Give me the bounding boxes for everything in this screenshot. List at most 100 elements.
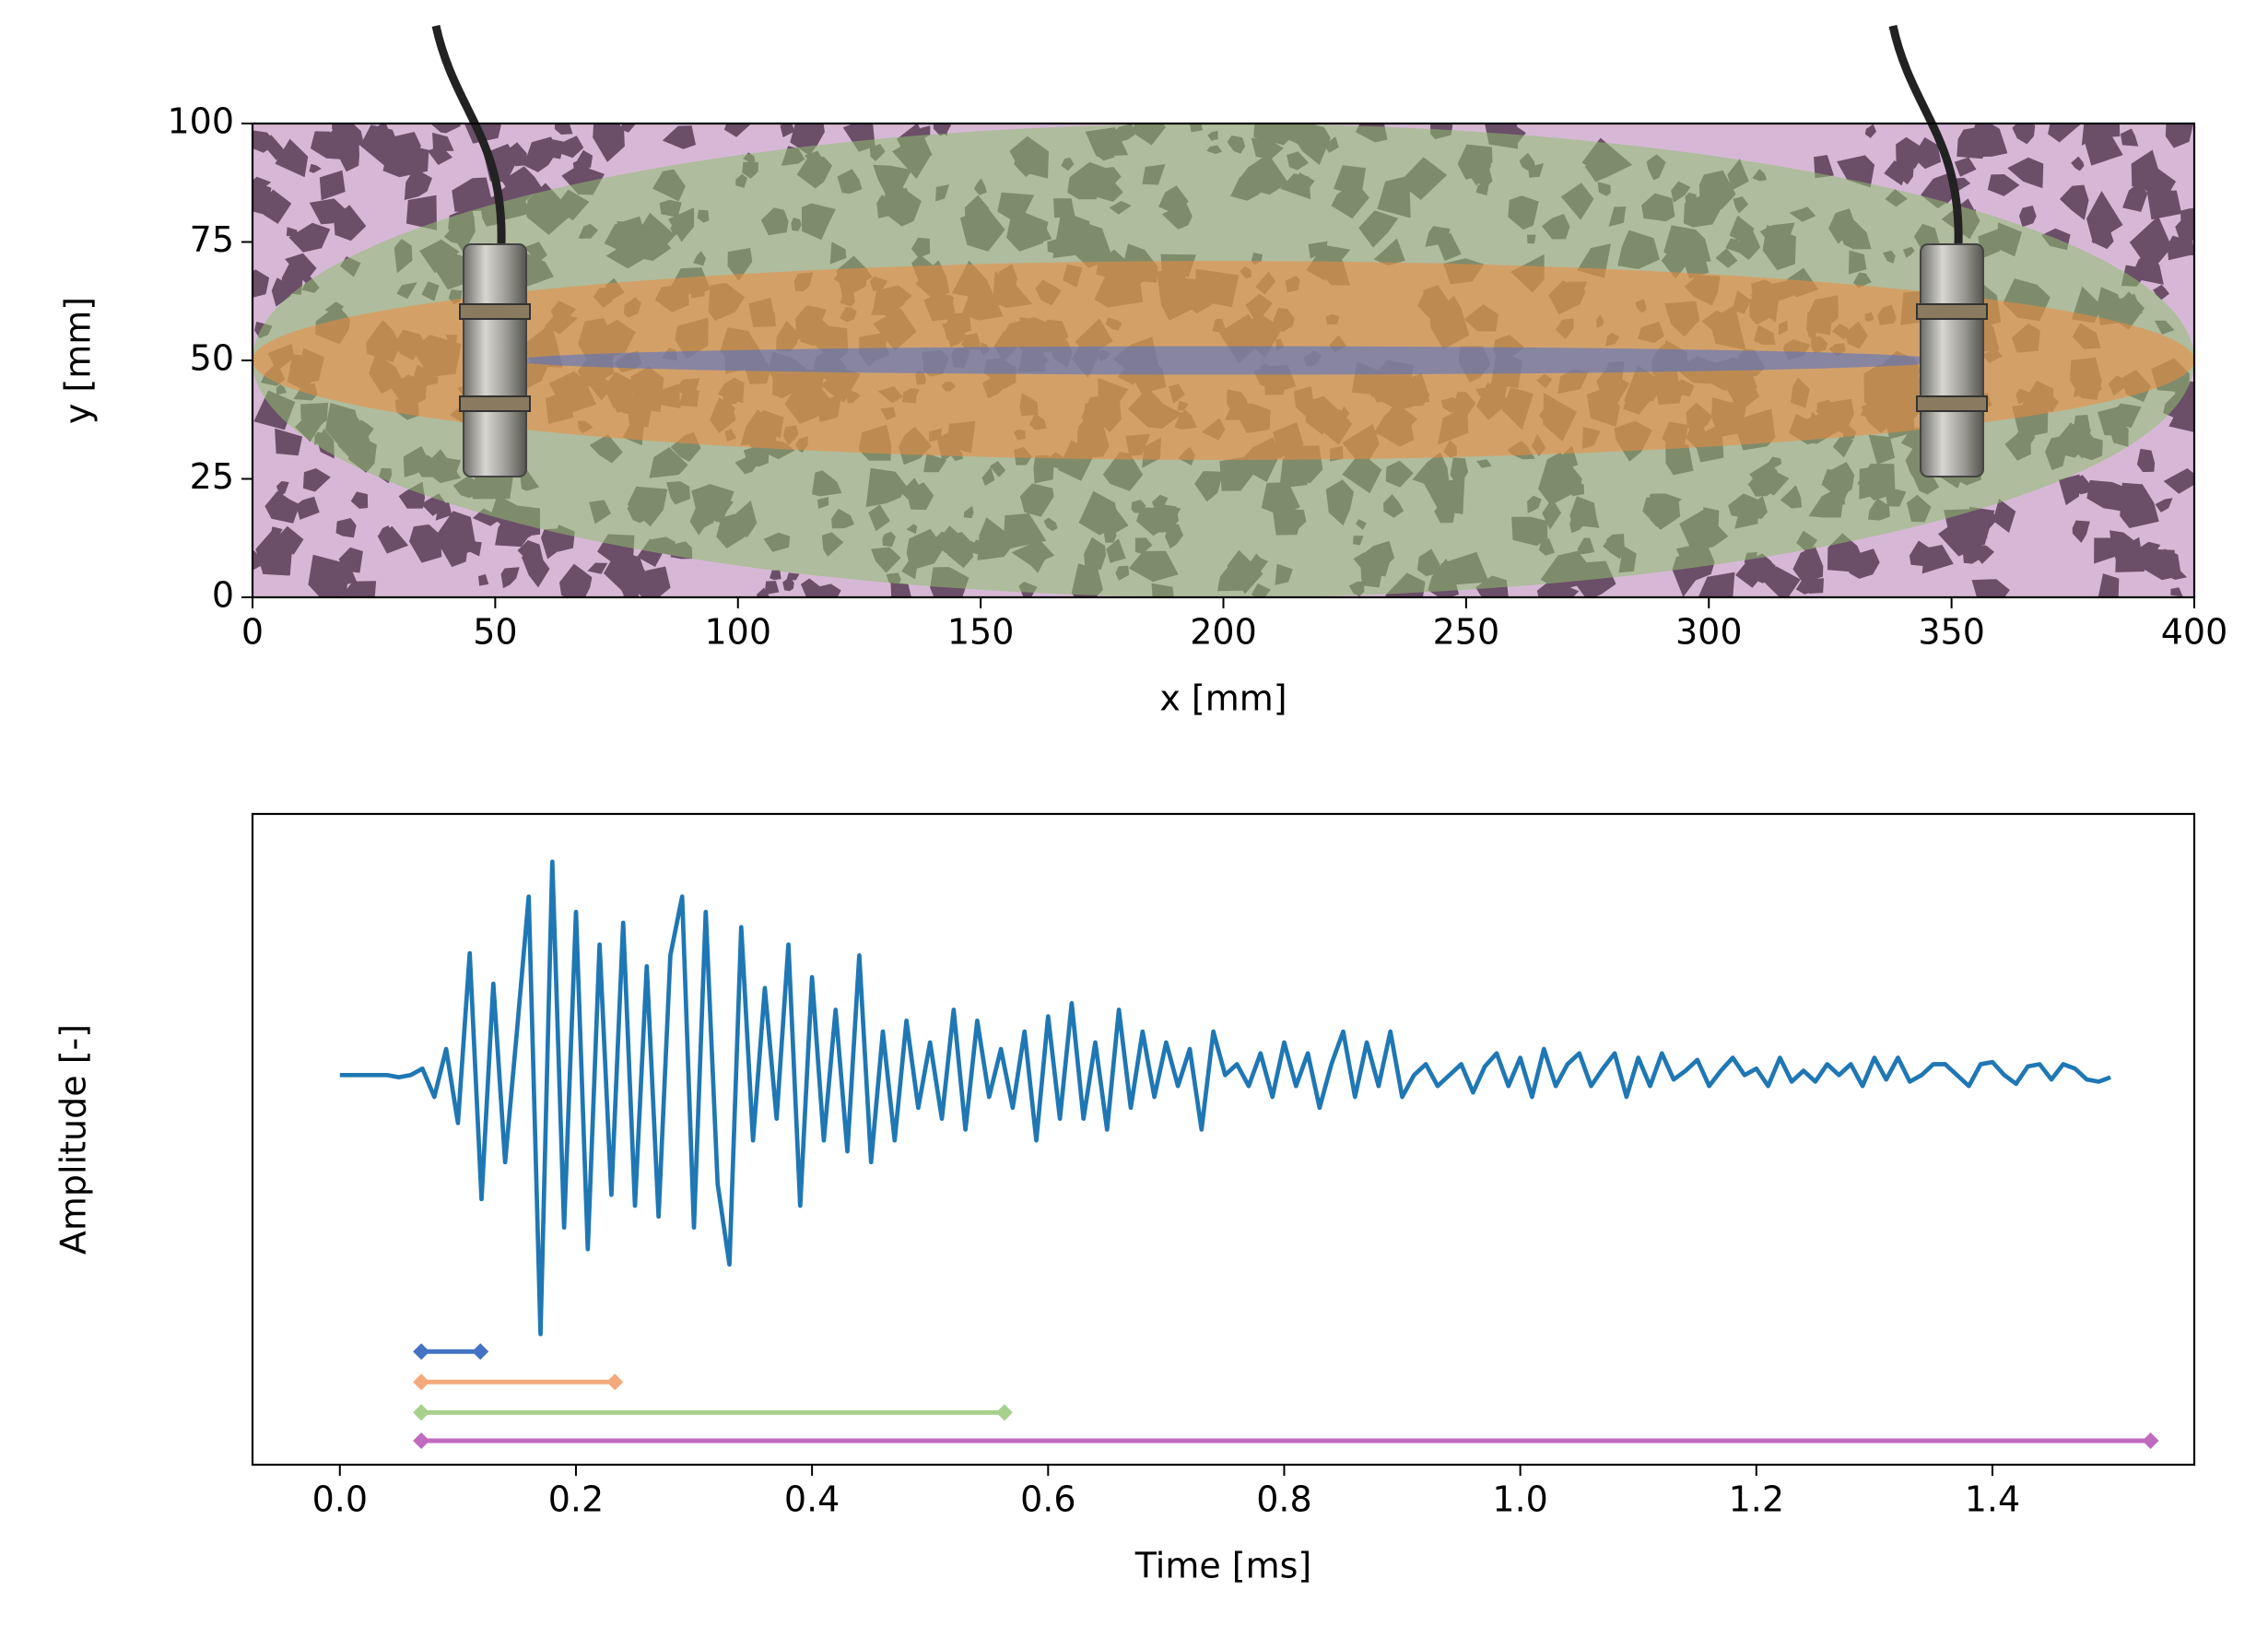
region (514, 346, 1947, 375)
x-tick-label: 1.0 (1492, 1479, 1547, 1520)
aggregate (1992, 499, 2016, 533)
aggregate (2059, 184, 2089, 220)
x-tick-label: 0.8 (1256, 1479, 1311, 1520)
aggregate (319, 170, 346, 201)
aggregate (2155, 498, 2173, 513)
x-axis-label: x [mm] (1159, 678, 1287, 719)
aggregate (2012, 124, 2036, 145)
range-end (606, 1373, 624, 1391)
aggregate (500, 567, 520, 589)
range-end (413, 1432, 430, 1450)
aggregate (1987, 174, 2020, 196)
x-tick-label: 0.0 (312, 1479, 368, 1520)
aggregate (478, 573, 489, 586)
aggregate (780, 124, 795, 137)
aggregate (1792, 546, 1824, 583)
aggregate (2170, 587, 2183, 597)
aggregate (629, 560, 646, 578)
aggregate (541, 528, 565, 560)
aggregate (764, 581, 780, 595)
sensor-cable (1888, 25, 1963, 245)
aggregate (2072, 520, 2090, 543)
aggregate (723, 124, 751, 137)
aggregate (302, 468, 331, 492)
x-tick-label: 50 (473, 612, 517, 653)
sensor-ring (459, 303, 531, 320)
aggregate (405, 194, 437, 230)
x-tick-label: 0.4 (784, 1479, 840, 1520)
aggregate (2098, 573, 2120, 597)
aggregate (296, 496, 320, 520)
aggregate (1846, 548, 1880, 579)
aggregate (2153, 284, 2169, 300)
y-tick-label: 25 (190, 456, 234, 497)
sensor-ring (459, 395, 531, 412)
y-tick-label: 100 (167, 101, 234, 142)
aggregate (2086, 191, 2123, 244)
x-tick-label: 150 (947, 612, 1015, 653)
aggregate (554, 124, 573, 135)
aggregate (786, 572, 800, 581)
aggregate (309, 163, 322, 173)
aggregate (517, 524, 535, 538)
aggregate (271, 277, 294, 307)
aggregate (560, 136, 584, 159)
y-axis-label: Amplitude [-] (53, 1024, 94, 1255)
aggregate (2072, 475, 2091, 495)
aggregate (264, 135, 285, 161)
aggregate (1864, 124, 1876, 138)
aggregate (2137, 541, 2161, 560)
aggregate (2167, 235, 2193, 261)
range-end (413, 1343, 430, 1361)
aggregate (2120, 128, 2139, 147)
aggregate (1698, 572, 1735, 597)
aggregate (756, 587, 770, 597)
aggregate (430, 124, 461, 134)
aggregate (409, 524, 442, 563)
range-end (413, 1373, 430, 1391)
aggregate (1969, 506, 1998, 533)
aggregate (587, 562, 608, 574)
aggregate (453, 188, 474, 200)
aggregate (2129, 216, 2172, 273)
aggregate (2164, 548, 2181, 572)
y-tick-label: 0 (212, 575, 234, 616)
range-end (2142, 1432, 2159, 1450)
axes-frame (251, 812, 2196, 1467)
sensor-cable (431, 25, 506, 245)
aggregate (1745, 553, 1772, 577)
aggregate (335, 518, 357, 538)
aggregate (559, 563, 593, 597)
aggregate (268, 525, 304, 555)
aggregate (2168, 399, 2194, 432)
x-tick-label: 1.4 (1965, 1479, 2020, 1520)
y-tick-label: 50 (190, 338, 234, 379)
aggregate (371, 138, 384, 152)
x-tick-label: 1.2 (1729, 1479, 1784, 1520)
aggregate (1957, 126, 1988, 159)
aggregate (2165, 124, 2194, 148)
aggregate (770, 570, 781, 581)
aggregate (2048, 124, 2082, 143)
aggregate (521, 555, 550, 588)
aggregate (2115, 536, 2145, 572)
aggregate (1896, 136, 1922, 169)
y-axis-label: y [mm] (58, 297, 99, 424)
aggregate (264, 490, 300, 524)
aggregate (404, 168, 432, 200)
aggregate (382, 140, 429, 178)
aggregate (1971, 579, 2010, 597)
aggregate (429, 534, 442, 551)
aggregate (2146, 190, 2182, 220)
x-tick-label: 0 (241, 612, 264, 653)
x-tick-label: 100 (704, 612, 771, 653)
aggregate (276, 480, 289, 497)
range-end (472, 1343, 489, 1361)
aggregate (1938, 515, 1984, 557)
y-tick-label: 75 (190, 219, 234, 260)
aggregate (1973, 545, 1994, 564)
x-tick-label: 200 (1190, 612, 1257, 653)
aggregate (604, 550, 651, 594)
aggregate (1898, 165, 1914, 185)
aggregate (890, 582, 911, 597)
